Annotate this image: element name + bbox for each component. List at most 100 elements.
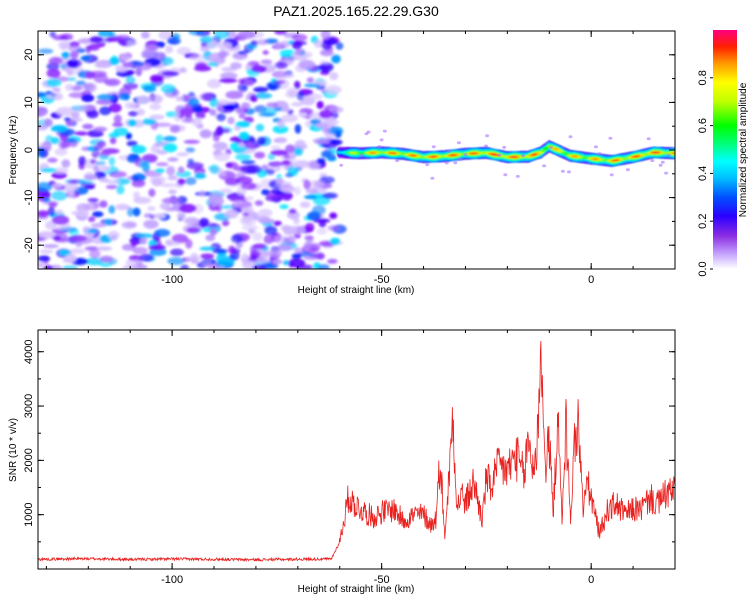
noise-blob [304, 83, 320, 88]
noise-blob [291, 40, 302, 50]
noise-blob [237, 82, 248, 93]
noise-blob [177, 178, 186, 186]
noise-blob [327, 225, 340, 231]
noise-blob [76, 203, 90, 213]
noise-blob [216, 42, 233, 50]
noise-blob [166, 37, 181, 45]
noise-blob [174, 112, 182, 123]
noise-blob [215, 126, 224, 136]
noise-blob [219, 188, 233, 194]
noise-blob [93, 202, 100, 209]
noise-blob [286, 87, 299, 95]
noise-blob [281, 104, 290, 113]
noise-blob [213, 141, 228, 151]
noise-blob [244, 142, 254, 149]
noise-blob [199, 129, 212, 139]
noise-blob [82, 226, 89, 233]
colorbar-tick-label: 0.6 [697, 118, 709, 133]
noise-blob [271, 80, 286, 84]
noise-blob [303, 179, 311, 190]
noise-blob [143, 219, 159, 229]
noise-blob [189, 53, 207, 62]
noise-blob [261, 188, 270, 196]
noise-blob [108, 103, 122, 113]
noise-blob [169, 124, 181, 133]
noise-blob [108, 205, 116, 214]
noise-blob [154, 122, 172, 128]
noise-blob [222, 103, 240, 110]
noise-blob [287, 258, 306, 268]
noise-blob [40, 191, 52, 199]
noise-blob [249, 249, 261, 259]
noise-blob [315, 252, 325, 260]
noise-blob [191, 105, 204, 113]
noise-blob [242, 224, 259, 231]
noise-blob [86, 109, 99, 119]
noise-blob [187, 97, 200, 107]
noise-blob [94, 61, 111, 69]
noise-blob [171, 233, 188, 244]
noise-blob [319, 49, 334, 57]
noise-blob [335, 42, 344, 50]
noise-blob [329, 106, 344, 113]
noise-blob [205, 234, 216, 242]
noise-blob [121, 40, 128, 46]
noise-blob [235, 153, 252, 161]
noise-blob [127, 119, 137, 127]
noise-blob [55, 209, 64, 216]
noise-blob [96, 246, 113, 251]
noise-blob [68, 92, 86, 99]
noise-blob [207, 79, 222, 89]
noise-blob [320, 150, 332, 158]
noise-blob [245, 196, 254, 201]
noise-blob [69, 248, 86, 254]
noise-blob [167, 175, 178, 181]
noise-blob [305, 188, 318, 194]
y-tick-label: 20 [23, 49, 35, 61]
noise-blob [560, 169, 565, 173]
noise-blob [74, 131, 89, 136]
noise-blob [291, 253, 302, 260]
noise-blob [92, 211, 104, 218]
noise-blob [264, 169, 275, 176]
noise-blob [66, 76, 77, 82]
y-tick-label: 1000 [23, 502, 35, 526]
noise-blob [453, 161, 458, 165]
y-tick-label: 2000 [23, 448, 35, 472]
noise-blob [294, 186, 301, 196]
noise-blob [279, 49, 296, 58]
noise-blob [329, 237, 341, 245]
noise-blob [108, 156, 116, 166]
noise-blob [274, 31, 287, 35]
noise-blob [221, 219, 230, 227]
noise-blob [219, 171, 227, 177]
noise-blob [258, 112, 276, 117]
colorbar-gradient [713, 30, 737, 269]
noise-blob [312, 205, 326, 216]
noise-blob [99, 255, 114, 263]
noise-blob [125, 132, 132, 140]
noise-blob [142, 118, 157, 125]
noise-blob [258, 208, 273, 217]
noise-blob [48, 201, 58, 208]
noise-blob [244, 79, 255, 86]
noise-blob [216, 258, 235, 267]
noise-blob [379, 138, 384, 142]
y-tick-label: -20 [23, 237, 35, 253]
noise-blob [149, 103, 162, 111]
noise-blob [194, 173, 207, 179]
noise-blob [61, 141, 70, 149]
signal-track-cell [542, 148, 549, 151]
noise-blob [446, 149, 451, 153]
noise-blob [238, 113, 246, 119]
noise-blob [51, 182, 63, 189]
noise-blob [274, 61, 288, 69]
noise-blob [308, 93, 323, 100]
x-tick-label: -100 [161, 574, 183, 586]
signal-track-cell [537, 151, 544, 154]
noise-blob [69, 234, 88, 242]
noise-blob [660, 160, 665, 164]
noise-blob [61, 159, 71, 168]
